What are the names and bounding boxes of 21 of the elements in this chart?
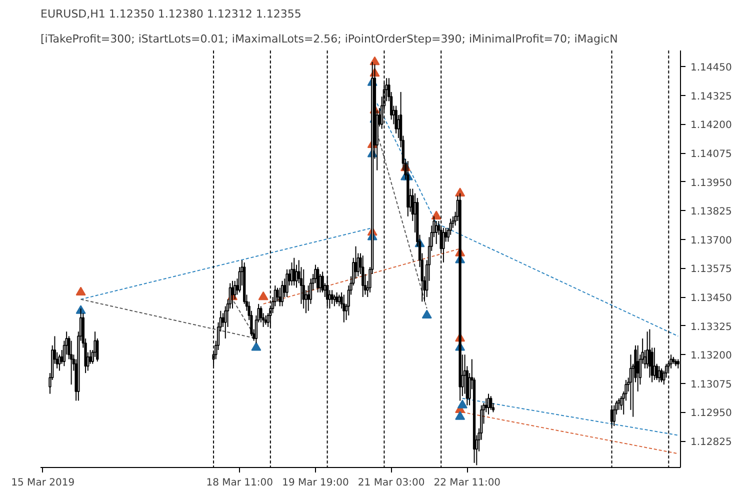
y-tick-label: 1.13200 [690, 350, 732, 362]
y-tick-label: 1.12825 [690, 437, 732, 448]
y-tick-label: 1.12950 [690, 408, 732, 420]
x-tick-label: 18 Mar 11:00 [206, 478, 274, 488]
y-tick-label: 1.14075 [690, 149, 732, 160]
x-tick-label: 19 Mar 19:00 [282, 478, 349, 488]
y-tick-label: 1.13325 [690, 322, 732, 333]
y-tick-label: 1.13700 [690, 235, 732, 246]
chart-title: EURUSD,H1 1.12350 1.12380 1.12312 1.12355 [40, 8, 302, 20]
y-tick-label: 1.13575 [690, 264, 732, 276]
y-tick-label: 1.14200 [690, 120, 732, 132]
y-tick-label: 1.13825 [690, 206, 732, 218]
y-tick-label: 1.13950 [690, 178, 732, 189]
y-tick-label: 1.14325 [690, 91, 732, 102]
x-tick-label: 21 Mar 03:00 [358, 478, 425, 488]
y-tick-label: 1.13075 [690, 379, 732, 390]
chart-subtitle: [iTakeProfit=300; iStartLots=0.01; iMaximalLots=2.56; iPointOrderStep=390; iMinimalProfit=70; iMagicN [40, 32, 618, 46]
y-tick-label: 1.14450 [690, 62, 732, 74]
x-tick-label: 15 Mar 2019 [11, 478, 75, 488]
y-tick-label: 1.13450 [690, 293, 732, 304]
x-tick-label: 22 Mar 11:00 [434, 478, 501, 488]
